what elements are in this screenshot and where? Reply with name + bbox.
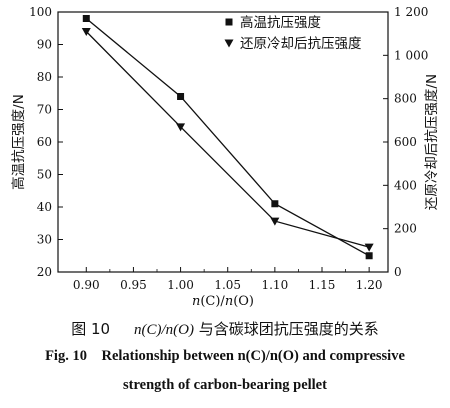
caption-zh-formula: n(C)/n(O) xyxy=(133,322,194,338)
series-0-point-3 xyxy=(365,252,373,260)
y-left-axis-label: 高温抗压强度/N xyxy=(10,94,27,190)
x-tick-label-2: 1.00 xyxy=(167,278,194,292)
x-tick-label-1: 0.95 xyxy=(120,278,147,292)
y-right-tick-label-3: 600 xyxy=(394,135,417,149)
y-right-tick-label-6: 1 200 xyxy=(394,5,428,19)
caption-english-line-1: Fig. 10 Relationship between n(C)/n(O) a… xyxy=(0,348,450,365)
x-tick-label-3: 1.05 xyxy=(214,278,241,292)
y-left-tick-label-3: 50 xyxy=(37,168,52,182)
legend-label-1: 还原冷却后抗压强度 xyxy=(240,36,362,52)
y-right-tick-label-4: 800 xyxy=(394,92,417,106)
legend-label-0: 高温抗压强度 xyxy=(240,14,321,31)
caption-zh-text: 与含碳球团抗压强度的关系 xyxy=(193,320,379,338)
y-left-tick-label-1: 30 xyxy=(37,233,52,247)
y-left-tick-label-8: 100 xyxy=(29,5,52,19)
caption-en-label: Fig. 10 xyxy=(45,348,87,364)
y-left-tick-label-2: 40 xyxy=(37,200,52,214)
x-axis-label: n(C)/n(O) xyxy=(192,294,254,309)
y-right-axis-label: 还原冷却后抗压强度/N xyxy=(424,74,440,210)
series-0-line xyxy=(85,17,370,257)
series-1-point-1 xyxy=(176,123,186,132)
caption-english-line-2: strength of carbon-bearing pellet xyxy=(0,377,450,394)
y-right-tick-label-2: 400 xyxy=(394,178,417,192)
y-left-tick-label-7: 90 xyxy=(37,38,52,52)
y-right-tick-label-0: 0 xyxy=(394,265,402,279)
series-1-line xyxy=(85,31,370,248)
y-left-tick-label-0: 20 xyxy=(37,265,52,279)
x-tick-label-4: 1.10 xyxy=(261,278,288,292)
series-1-point-3 xyxy=(364,243,374,252)
y-right-tick-label-5: 1 000 xyxy=(394,48,428,62)
chart: 0.90 0.95 1.00 1.05 1.10 1.15 1.20 20 30 40 50 60 70… xyxy=(10,5,440,309)
caption-en-text-2: strength of carbon-bearing pellet xyxy=(123,377,327,393)
series-1-point-2 xyxy=(270,217,280,226)
y-left-tick-label-6: 80 xyxy=(37,70,52,84)
y-left-tick-label-4: 60 xyxy=(37,135,52,149)
caption-en-text-1: Relationship between n(C)/n(O) and compr… xyxy=(101,348,405,364)
x-tick-label-0: 0.90 xyxy=(73,278,100,292)
x-tick-label-5: 1.15 xyxy=(309,278,336,292)
x-tick-label-6: 1.20 xyxy=(356,278,383,292)
legend-marker-0 xyxy=(225,18,233,26)
series-0-point-0 xyxy=(82,15,90,22)
legend-marker-1 xyxy=(224,39,234,48)
y-right-tick-label-1: 200 xyxy=(394,222,417,236)
series-1-point-0 xyxy=(81,28,91,36)
caption-zh-label: 图 10 xyxy=(71,320,111,338)
series-0-point-2 xyxy=(271,200,279,208)
series-0-point-1 xyxy=(177,93,185,100)
caption-chinese: 图 10 n(C)/n(O) 与含碳球团抗压强度的关系 xyxy=(0,318,450,339)
y-left-tick-label-5: 70 xyxy=(37,103,52,117)
